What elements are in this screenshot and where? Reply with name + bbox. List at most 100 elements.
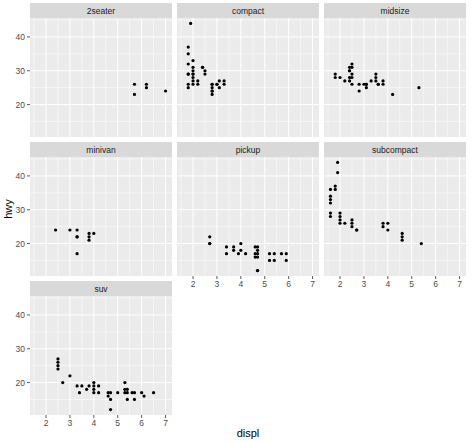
point — [78, 391, 81, 394]
point — [187, 62, 190, 65]
minor-grid-line — [177, 159, 319, 160]
point — [152, 391, 155, 394]
point — [254, 245, 257, 248]
facet-strip — [30, 142, 172, 157]
point — [225, 252, 228, 255]
grid-line — [324, 209, 466, 210]
point — [334, 188, 337, 191]
facet-title: midsize — [381, 6, 410, 16]
minor-grid-line — [351, 157, 352, 276]
point — [133, 93, 136, 96]
minor-grid-line — [324, 20, 466, 21]
facet-strip — [324, 142, 466, 157]
panel-background — [324, 18, 466, 137]
tick-label: 40 — [16, 310, 26, 320]
minor-grid-line — [252, 157, 253, 276]
tick-label: 5 — [409, 279, 414, 289]
point — [54, 228, 57, 231]
point — [196, 79, 199, 82]
point — [329, 212, 332, 215]
point — [109, 398, 112, 401]
grid-line — [69, 157, 70, 276]
point — [187, 83, 190, 86]
grid-line — [141, 296, 142, 415]
point — [191, 59, 194, 62]
tick-label: 5 — [262, 279, 267, 289]
grid-line — [141, 157, 142, 276]
points — [334, 62, 421, 96]
facet-title: subcompact — [372, 145, 418, 155]
tick-label: 4 — [385, 279, 390, 289]
tick-label: 6 — [433, 279, 438, 289]
minor-grid-line — [324, 226, 466, 227]
grid-line — [46, 157, 47, 276]
point — [350, 218, 353, 221]
point — [126, 398, 129, 401]
point — [374, 76, 377, 79]
point — [336, 161, 339, 164]
point — [355, 228, 358, 231]
grid-line — [177, 243, 319, 244]
tick-label: 4 — [238, 279, 243, 289]
grid-line — [30, 243, 172, 244]
point — [203, 73, 206, 76]
point — [145, 86, 148, 89]
point — [273, 259, 276, 262]
minor-grid-line — [447, 18, 448, 137]
minor-grid-line — [30, 298, 172, 299]
grid-line — [165, 157, 166, 276]
minor-grid-line — [30, 53, 172, 54]
point — [75, 384, 78, 387]
grid-line — [177, 209, 319, 210]
facet-title: suv — [94, 284, 108, 294]
facet-title: minivan — [86, 145, 116, 155]
grid-line — [30, 175, 172, 176]
point — [334, 73, 337, 76]
grid-line — [30, 36, 172, 37]
tick-label: 20 — [16, 239, 26, 249]
minor-grid-line — [324, 121, 466, 122]
point — [225, 245, 228, 248]
point — [329, 198, 332, 201]
axis-title: displ — [237, 427, 260, 439]
point — [256, 269, 259, 272]
point — [191, 79, 194, 82]
point — [338, 212, 341, 215]
grid-line — [288, 157, 289, 276]
point — [201, 66, 204, 69]
tick-label: 2 — [44, 418, 49, 428]
point — [374, 73, 377, 76]
grid-line — [117, 157, 118, 276]
point — [97, 384, 100, 387]
chart: 2seater203040compactmidsizeminivan203040… — [0, 0, 474, 442]
grid-line — [435, 157, 436, 276]
panel-background — [177, 157, 319, 276]
point — [68, 228, 71, 231]
minor-grid-line — [300, 157, 301, 276]
point — [386, 228, 389, 231]
grid-line — [459, 157, 460, 276]
point — [75, 228, 78, 231]
point — [80, 384, 83, 387]
minor-grid-line — [252, 18, 253, 137]
grid-line — [240, 157, 241, 276]
grid-line — [69, 18, 70, 137]
point — [133, 391, 136, 394]
point — [211, 86, 214, 89]
tick-mark — [27, 382, 30, 383]
minor-grid-line — [324, 260, 466, 261]
minor-grid-line — [30, 20, 172, 21]
panel-background — [324, 157, 466, 276]
minor-grid-line — [204, 18, 205, 137]
minor-grid-line — [328, 157, 329, 276]
grid-line — [324, 36, 466, 37]
panel-background — [30, 18, 172, 137]
point — [350, 225, 353, 228]
tick-label: 7 — [310, 279, 315, 289]
grid-line — [240, 18, 241, 137]
point — [191, 73, 194, 76]
minor-grid-line — [177, 20, 319, 21]
points — [56, 357, 155, 411]
point — [189, 22, 192, 25]
grid-line — [177, 104, 319, 105]
